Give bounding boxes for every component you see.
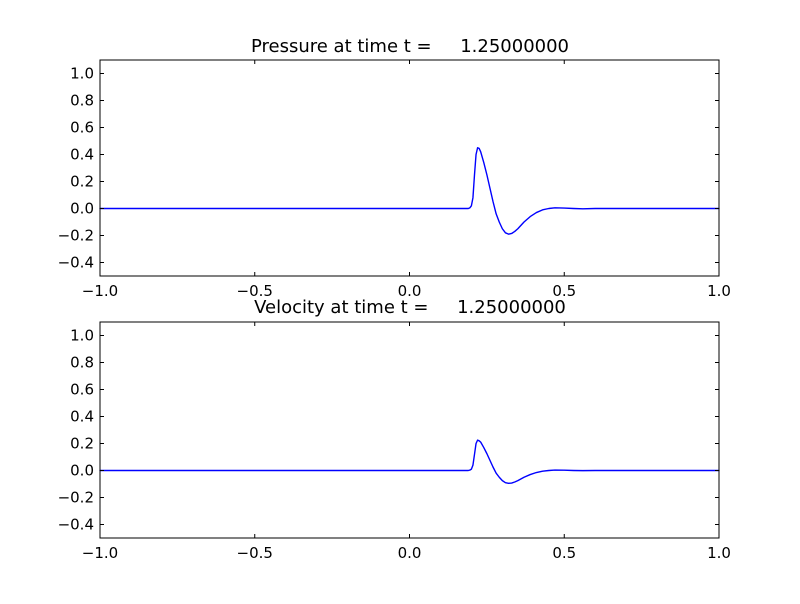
velocity-series-line	[99, 439, 720, 485]
pressure-plot-frame	[99, 59, 720, 277]
pressure-x-tick-label: −0.5	[237, 282, 273, 300]
pressure-x-tick-label: 0.0	[398, 282, 422, 300]
pressure-series-line	[99, 147, 720, 235]
velocity-x-tick-label: −0.5	[237, 544, 273, 562]
velocity-x-tick-label: 0.0	[398, 544, 422, 562]
pressure-x-tick-label: −1.0	[82, 282, 118, 300]
velocity-y-tick-label: −0.4	[58, 516, 94, 534]
velocity-y-tick-label: 0.4	[70, 408, 94, 426]
pressure-y-tick-label: 0.2	[70, 173, 94, 191]
velocity-y-tick-label: 0.2	[70, 435, 94, 453]
velocity-x-tick-label: 0.5	[552, 544, 576, 562]
pressure-y-tick-label: 0.6	[70, 119, 94, 137]
pressure-frame-border	[99, 59, 720, 277]
velocity-y-tick-label: 0.6	[70, 381, 94, 399]
velocity-y-tick-label: 0.0	[70, 462, 94, 480]
pressure-y-tick-label: 0.4	[70, 146, 94, 164]
pressure-y-tick-label: 0.8	[70, 92, 94, 110]
pressure-axes: Pressure at time t = 1.25000000 −1.0 −0.5…	[58, 36, 731, 300]
velocity-x-tick-label: −1.0	[82, 544, 118, 562]
pressure-y-tick-label: 1.0	[70, 65, 94, 83]
velocity-x-tick-label: 1.0	[707, 544, 731, 562]
pressure-y-tick-label: 0.0	[70, 200, 94, 218]
velocity-y-tick-label: 0.8	[70, 354, 94, 372]
velocity-chart-title: Velocity at time t = 1.25000000	[254, 297, 566, 318]
velocity-plot-frame	[99, 321, 720, 539]
pressure-y-tick-label: −0.2	[58, 227, 94, 245]
pressure-y-tick-label: −0.4	[58, 254, 94, 272]
velocity-axes: Velocity at time t = 1.25000000 −1.0 −0.5…	[58, 297, 731, 562]
velocity-frame-border	[99, 321, 720, 539]
velocity-y-tick-label: 1.0	[70, 327, 94, 345]
pressure-x-tick-label: 0.5	[552, 282, 576, 300]
velocity-y-tick-label: −0.2	[58, 489, 94, 507]
pressure-chart-title: Pressure at time t = 1.25000000	[251, 36, 569, 57]
pressure-x-tick-label: 1.0	[707, 282, 731, 300]
